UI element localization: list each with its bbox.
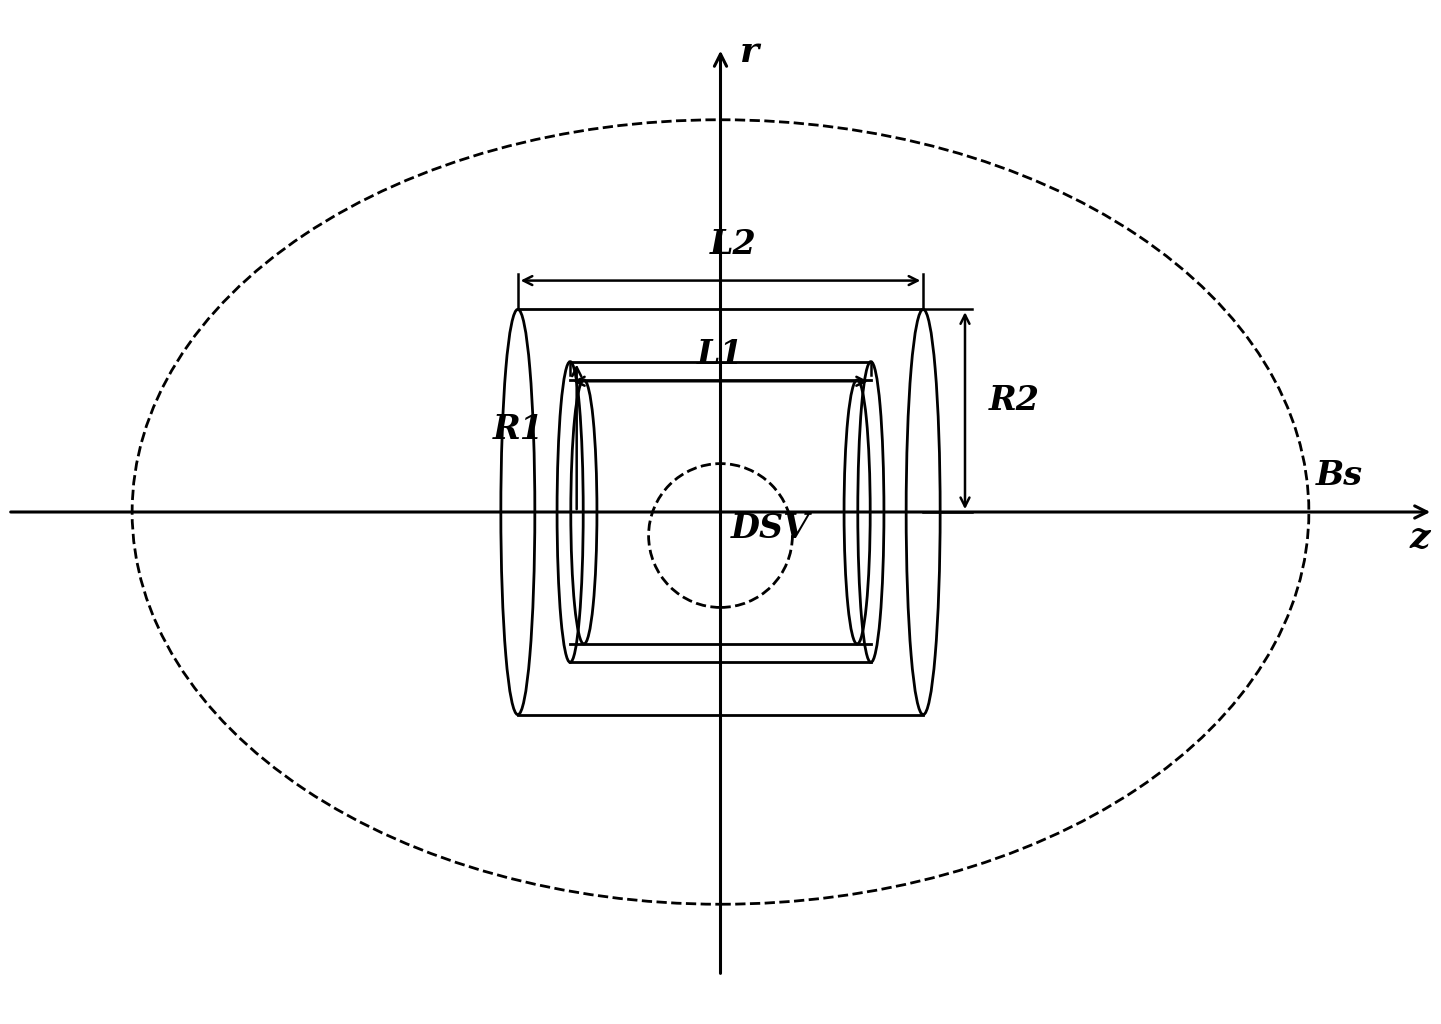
Text: L1: L1 [697, 338, 744, 371]
Text: Bs: Bs [1316, 459, 1362, 492]
Text: R1: R1 [493, 413, 545, 445]
Text: R2: R2 [989, 384, 1039, 417]
Text: L2: L2 [710, 228, 757, 261]
Text: DSV: DSV [731, 512, 810, 546]
Text: z: z [1409, 521, 1431, 555]
Text: r: r [739, 35, 759, 69]
